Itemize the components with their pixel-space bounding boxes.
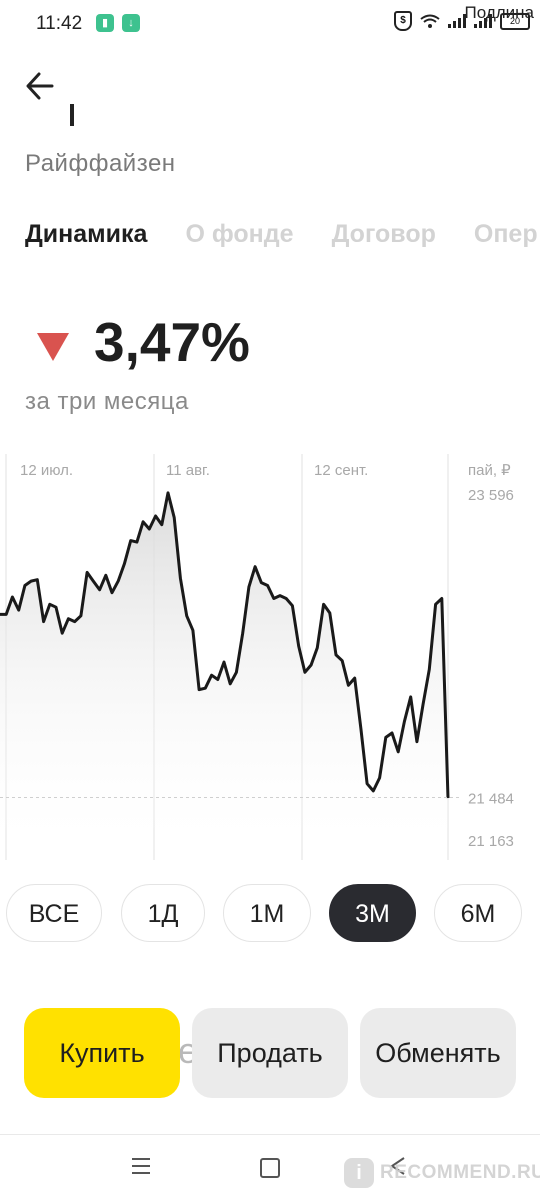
down-triangle-icon bbox=[37, 333, 69, 361]
chart-area bbox=[0, 492, 448, 860]
status-overlay-text: Подлина bbox=[464, 3, 534, 22]
watermark: i RECOMMEND.RU bbox=[344, 1156, 540, 1190]
tab-dynamics[interactable]: Динамика bbox=[25, 220, 148, 248]
nav-divider bbox=[0, 1134, 540, 1135]
signal-icon bbox=[448, 14, 466, 28]
period-1m-button[interactable]: 1М bbox=[223, 884, 311, 942]
period-1d-button[interactable]: 1Д bbox=[121, 884, 205, 942]
status-time: 11:42 bbox=[36, 13, 83, 34]
tab-bar: Динамика О фонде Договор Опер bbox=[25, 220, 538, 249]
status-bar: 11:42 ▮ ↓ $ 20 Подлина bbox=[0, 0, 540, 48]
current-value-label: 21 484 bbox=[468, 791, 514, 808]
tab-contract[interactable]: Договор bbox=[331, 220, 436, 248]
change-value: 3,47% bbox=[94, 311, 250, 373]
change-period: за три месяца bbox=[25, 388, 189, 415]
back-arrow-icon[interactable] bbox=[22, 68, 62, 104]
chart-line bbox=[0, 491, 450, 799]
status-indicators: $ 20 bbox=[394, 6, 530, 36]
y-unit-label: пай, ₽ bbox=[468, 462, 511, 479]
y-tick-label: 23 596 bbox=[468, 487, 514, 504]
tab-operations[interactable]: Опер bbox=[473, 220, 538, 248]
fund-subtitle: Райффайзен bbox=[25, 150, 176, 177]
y-tick-label: 21 163 bbox=[468, 833, 514, 850]
watermark-logo-icon: i bbox=[344, 1158, 374, 1188]
buy-button[interactable]: Купить bbox=[24, 1008, 180, 1098]
period-all-button[interactable]: ВСЕ bbox=[6, 884, 102, 942]
vpn-shield-icon: $ bbox=[394, 11, 412, 31]
x-tick-label: 11 авг. bbox=[166, 462, 210, 479]
watermark-text: RECOMMEND.RU bbox=[380, 1162, 540, 1183]
signal-2-icon bbox=[474, 14, 492, 28]
download-notification-icon: ↓ bbox=[122, 14, 140, 32]
battery-icon: 20 bbox=[500, 12, 530, 30]
tab-about-fund[interactable]: О фонде bbox=[185, 220, 294, 248]
period-3m-button[interactable]: 3М bbox=[329, 884, 416, 942]
price-chart[interactable]: 12 июл. 11 авг. 12 сент. пай, ₽ 23 596 21 163… bbox=[0, 450, 540, 860]
home-icon[interactable] bbox=[260, 1158, 280, 1178]
app-notification-icon: ▮ bbox=[96, 14, 114, 32]
wifi-icon bbox=[420, 14, 440, 28]
x-tick-label: 12 сент. bbox=[314, 462, 368, 479]
period-6m-button[interactable]: 6М bbox=[434, 884, 522, 942]
title-fragment bbox=[70, 104, 74, 126]
exchange-button[interactable]: Обменять bbox=[360, 1008, 516, 1098]
recent-apps-icon[interactable] bbox=[130, 1157, 152, 1175]
x-tick-label: 12 июл. bbox=[20, 462, 73, 479]
sell-button[interactable]: Продать bbox=[192, 1008, 348, 1098]
period-selector: ВСЕ 1Д 1М 3М 6М bbox=[6, 884, 526, 944]
nav-back-icon[interactable] bbox=[388, 1156, 408, 1176]
